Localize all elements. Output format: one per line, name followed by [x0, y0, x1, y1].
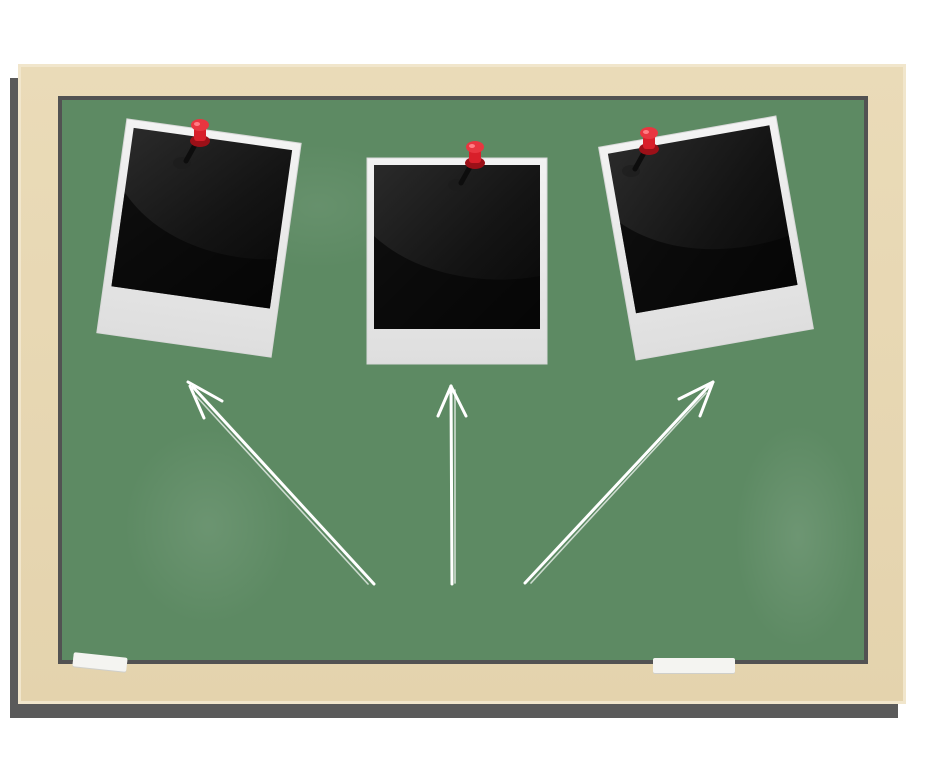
pushpin-left-icon: [173, 119, 210, 169]
photo-frame-center: [366, 157, 548, 365]
pushpin-right-icon: [622, 127, 659, 177]
photo-frame-left: [96, 118, 302, 358]
chalk-piece-right: [653, 658, 735, 673]
photo-frame-right: [598, 115, 814, 361]
chalk-arrow-right: [523, 380, 715, 585]
pushpin-center-icon: [448, 141, 485, 191]
chalk-arrow-left: [186, 380, 376, 586]
chalk-arrow-center: [436, 384, 468, 586]
